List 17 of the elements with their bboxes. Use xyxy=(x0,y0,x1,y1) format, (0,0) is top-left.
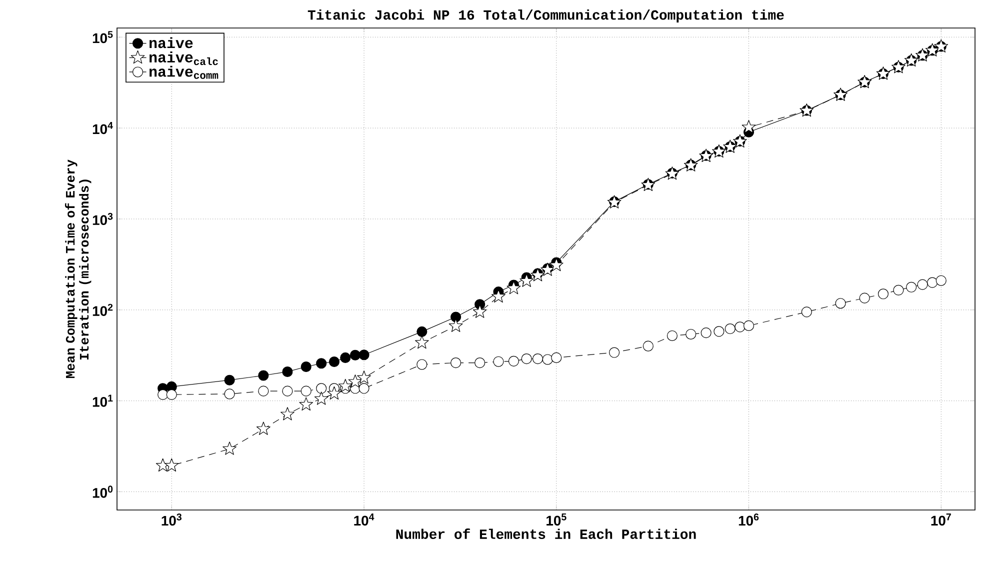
y-tick-label: 10$^{3}$ xyxy=(92,212,113,226)
x-tick-label: 10$^{6}$ xyxy=(738,514,759,526)
y-tick-label: 10$^{1}$ xyxy=(92,394,113,407)
x-tick-label: 10$^{4}$ xyxy=(354,514,374,526)
y-tick-label: 10$^{4}$ xyxy=(92,122,113,134)
x-tick-label: 10$^{7}$ xyxy=(931,514,951,526)
chart-title: Titanic Jacobi NP 16 Total/Communication/Computation time xyxy=(308,9,784,22)
legend-label: naive$_{comm}$ xyxy=(150,66,218,79)
y-axis-title: Mean Computation Time of Every Iteration (microseconds) xyxy=(64,160,92,378)
x-tick-label: 10$^{5}$ xyxy=(546,514,566,526)
x-tick-label: 10$^{3}$ xyxy=(162,514,182,526)
x-axis-title: Number of Elements in Each Partition xyxy=(396,528,696,539)
y-tick-label: 10$^{2}$ xyxy=(92,304,113,316)
y-tick-label: 10$^{0}$ xyxy=(92,486,113,498)
legend-label: naive xyxy=(150,37,193,48)
y-tick-label: 10$^{5}$ xyxy=(92,31,113,44)
legend-label: naive$_{calc}$ xyxy=(150,52,218,66)
